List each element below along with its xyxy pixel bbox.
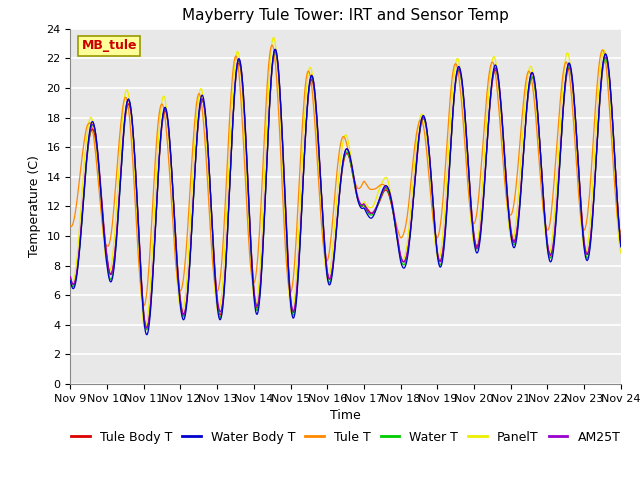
X-axis label: Time: Time (330, 409, 361, 422)
Text: MB_tule: MB_tule (81, 39, 137, 52)
Legend: Tule Body T, Water Body T, Tule T, Water T, PanelT, AM25T: Tule Body T, Water Body T, Tule T, Water… (66, 426, 625, 449)
Y-axis label: Temperature (C): Temperature (C) (28, 156, 41, 257)
Title: Mayberry Tule Tower: IRT and Sensor Temp: Mayberry Tule Tower: IRT and Sensor Temp (182, 9, 509, 24)
